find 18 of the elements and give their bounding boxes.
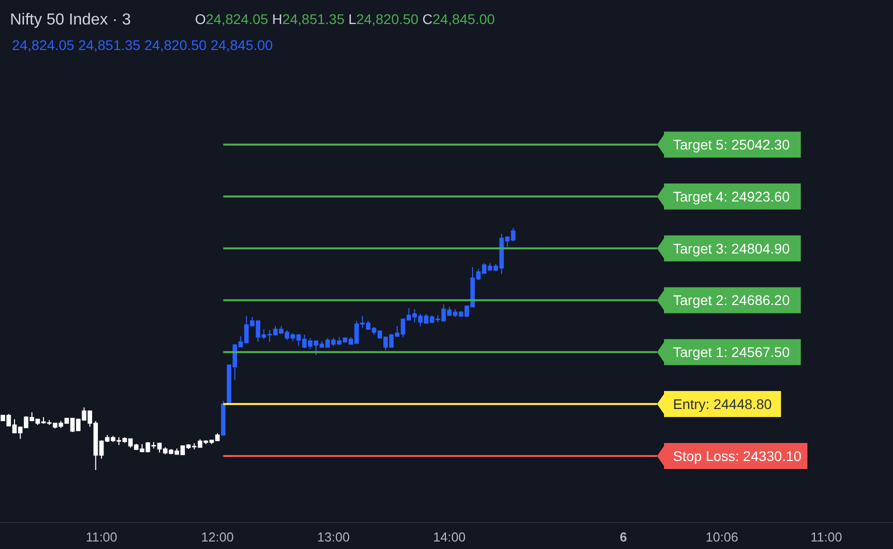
- y-tick-label: Target 2: 24686.20: [673, 292, 790, 308]
- x-tick-label: 11:00: [810, 530, 842, 545]
- x-tick-label: 14:00: [433, 530, 466, 545]
- y-tick-label: Target 4: 24923.60: [673, 188, 790, 204]
- y-tick-label: Entry: 24448.80: [673, 396, 772, 412]
- x-tick-label: 10:06: [706, 530, 738, 545]
- y-tick-label: Stop Loss: 24330.10: [673, 448, 802, 464]
- y-tick-label: Target 3: 24804.90: [673, 240, 790, 256]
- text: Nifty 50 Index · 3: [10, 12, 132, 29]
- x-tick-label: 6: [620, 530, 627, 545]
- y-tick-label: Target 1: 24567.50: [673, 344, 790, 360]
- x-tick-label: 11:00: [86, 530, 118, 545]
- y-tick-label: Target 5: 25042.30: [673, 136, 790, 152]
- annotation: O24,824.05 H24,851.35 L24,820.50 C24,845.00: [195, 11, 495, 27]
- annotation: 24,824.05 24,851.35 24,820.50 24,845.00: [12, 37, 274, 53]
- candlestick: [221, 400, 226, 436]
- x-tick-label: 13:00: [317, 530, 350, 545]
- x-tick-label: 12:00: [201, 530, 234, 545]
